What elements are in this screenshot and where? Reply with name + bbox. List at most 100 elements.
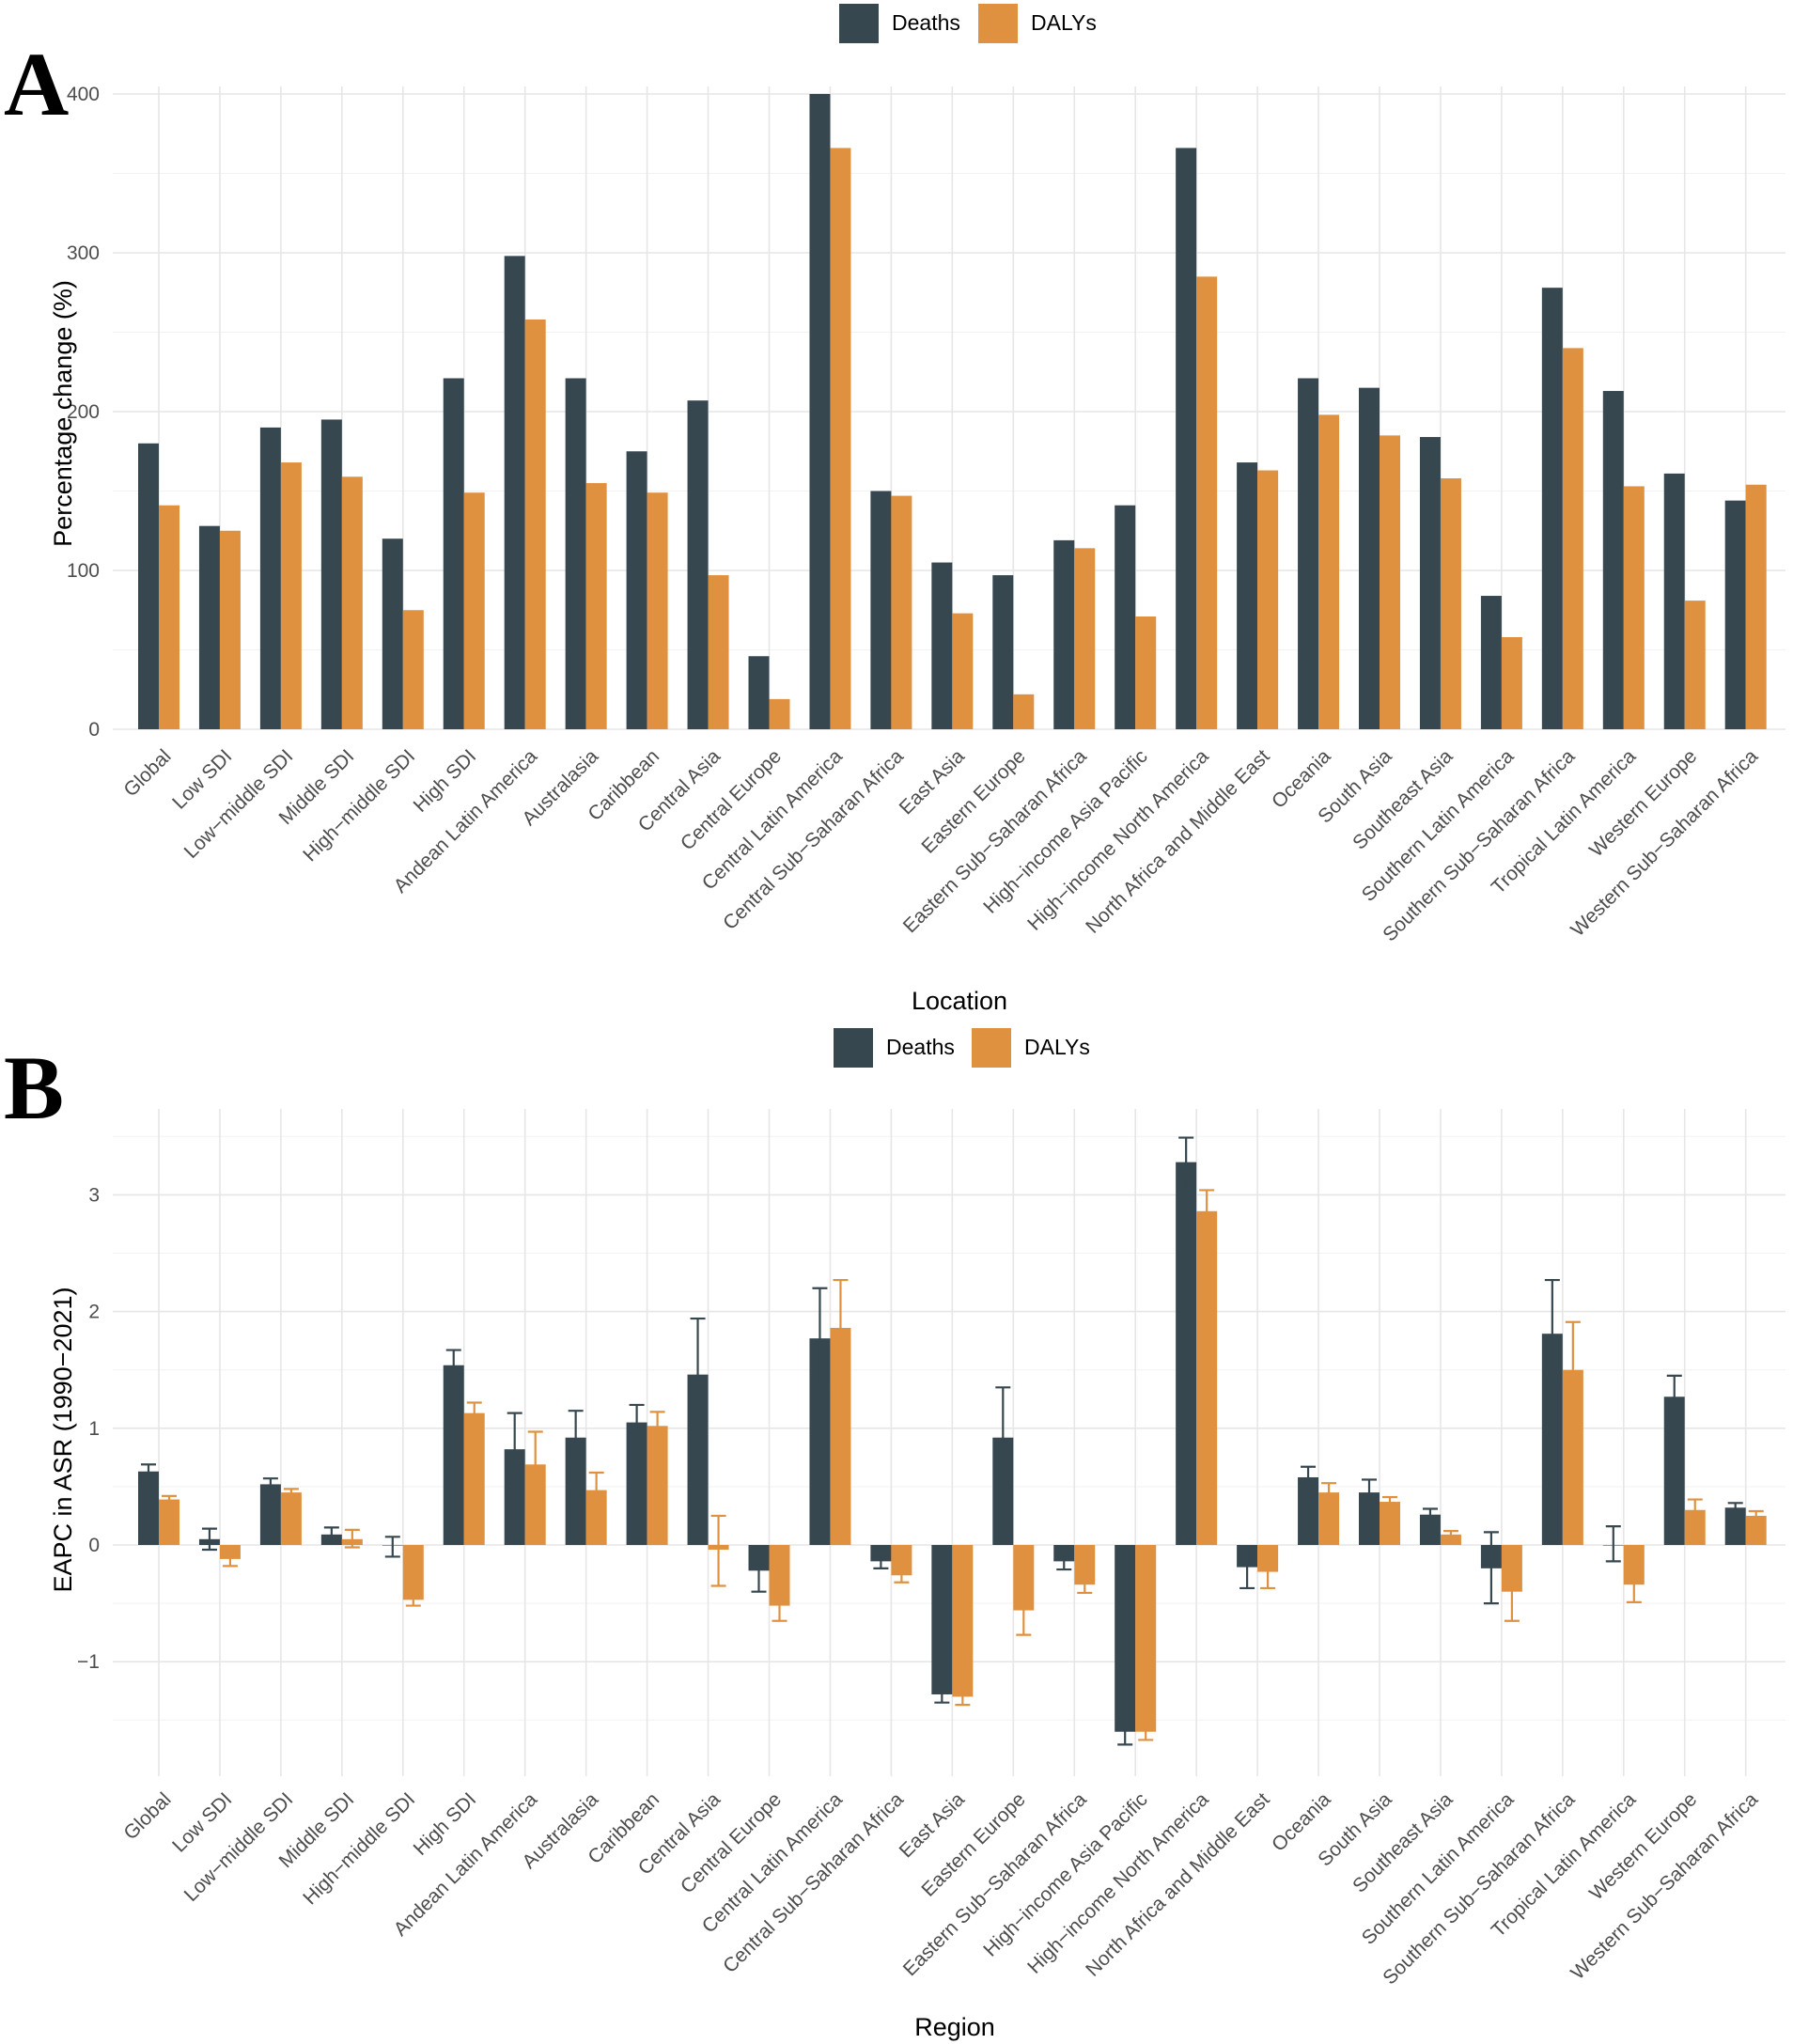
error-bar-deaths-central-sub-saharan-africa bbox=[873, 1553, 889, 1569]
bar-dalys-global bbox=[159, 1499, 179, 1545]
y-tick-label: 400 bbox=[67, 84, 100, 105]
bar-dalys-south-asia bbox=[1380, 435, 1400, 729]
bar-deaths-central-latin-america bbox=[809, 1338, 831, 1545]
x-axis-title-b: Region bbox=[914, 2013, 995, 2041]
legend-a-deaths-label: Deaths bbox=[892, 10, 960, 35]
bars-a bbox=[138, 94, 1767, 729]
bar-deaths-south-asia bbox=[1359, 1492, 1380, 1545]
x-tick-label-high-middle-sdi: High−middle SDI bbox=[299, 1788, 419, 1909]
error-bar-deaths-andean-latin-america bbox=[507, 1412, 522, 1486]
bar-deaths-high-income-asia-pacific bbox=[1115, 1545, 1136, 1732]
error-bar-dalys-high-income-asia-pacific bbox=[1138, 1722, 1154, 1741]
x-tick-label-low-middle-sdi: Low−middle SDI bbox=[180, 745, 298, 863]
bar-deaths-high-middle-sdi bbox=[382, 538, 403, 729]
bar-deaths-high-income-asia-pacific bbox=[1115, 505, 1136, 729]
legend-a: Deaths DALYs bbox=[839, 4, 1097, 43]
error-bar-deaths-central-asia bbox=[690, 1317, 706, 1433]
bar-dalys-caribbean bbox=[647, 1426, 668, 1545]
error-bar-dalys-tropical-latin-america bbox=[1626, 1566, 1642, 1603]
bar-dalys-high-income-asia-pacific bbox=[1135, 1545, 1157, 1732]
bar-deaths-western-europe bbox=[1663, 473, 1685, 729]
error-bar-dalys-central-asia bbox=[710, 1514, 726, 1587]
error-bar-dalys-central-europe bbox=[772, 1588, 787, 1622]
bar-deaths-low-sdi bbox=[198, 525, 220, 729]
bar-dalys-western-europe bbox=[1684, 601, 1706, 729]
legend-b-deaths-label: Deaths bbox=[886, 1035, 955, 1059]
bar-deaths-central-sub-saharan-africa bbox=[870, 491, 892, 729]
bars-b bbox=[138, 1162, 1767, 1732]
error-bar-deaths-eastern-sub-saharan-africa bbox=[1056, 1553, 1072, 1571]
bar-deaths-southern-latin-america bbox=[1480, 596, 1502, 729]
x-tick-label-eastern-europe: Eastern Europe bbox=[917, 745, 1029, 857]
x-tick-label-global: Global bbox=[119, 1788, 175, 1844]
bar-dalys-caribbean bbox=[647, 492, 668, 729]
bar-dalys-north-africa-and-middle-east bbox=[1257, 470, 1279, 729]
legend-a-deaths-swatch bbox=[839, 4, 879, 43]
bar-deaths-eastern-europe bbox=[992, 575, 1014, 729]
bar-deaths-western-sub-saharan-africa bbox=[1724, 1507, 1746, 1545]
error-bar-dalys-east-asia bbox=[955, 1688, 971, 1707]
bar-dalys-tropical-latin-america bbox=[1623, 1545, 1645, 1585]
bar-deaths-oceania bbox=[1298, 378, 1319, 729]
bar-dalys-eastern-europe bbox=[1013, 1545, 1035, 1611]
bar-deaths-low-middle-sdi bbox=[259, 1484, 281, 1545]
bar-dalys-andean-latin-america bbox=[524, 319, 546, 729]
y-ticks-b: −1 0 1 2 3 bbox=[77, 1184, 100, 1673]
error-bar-deaths-global bbox=[141, 1463, 156, 1479]
bar-dalys-central-europe bbox=[769, 698, 790, 729]
bar-deaths-southeast-asia bbox=[1419, 1514, 1441, 1545]
bar-deaths-global bbox=[138, 1471, 159, 1545]
error-bar-dalys-high-sdi bbox=[466, 1401, 482, 1425]
error-bar-deaths-western-sub-saharan-africa bbox=[1727, 1502, 1743, 1514]
bar-dalys-central-asia bbox=[708, 575, 729, 729]
error-bar-deaths-southeast-asia bbox=[1422, 1507, 1438, 1522]
legend-b: Deaths DALYs bbox=[834, 1028, 1090, 1068]
y-tick-label: 100 bbox=[67, 560, 100, 582]
error-bar-dalys-oceania bbox=[1321, 1482, 1337, 1501]
error-bar-deaths-high-income-north-america bbox=[1178, 1136, 1194, 1188]
bar-deaths-eastern-sub-saharan-africa bbox=[1053, 539, 1075, 729]
bar-deaths-central-asia bbox=[687, 1374, 709, 1545]
error-bar-deaths-australasia bbox=[568, 1410, 584, 1466]
error-bar-deaths-low-sdi bbox=[201, 1527, 217, 1552]
bar-dalys-australasia bbox=[585, 483, 607, 729]
bar-deaths-andean-latin-america bbox=[504, 256, 525, 729]
y-tick-label: 0 bbox=[88, 1535, 100, 1556]
bar-dalys-high-middle-sdi bbox=[402, 610, 424, 729]
error-bar-dalys-low-sdi bbox=[222, 1551, 238, 1568]
x-tick-label-western-europe: Western Europe bbox=[1585, 745, 1701, 861]
bar-dalys-low-middle-sdi bbox=[280, 1492, 302, 1545]
bar-dalys-high-income-north-america bbox=[1196, 1210, 1218, 1545]
bar-dalys-central-europe bbox=[769, 1545, 790, 1606]
bar-dalys-low-sdi bbox=[219, 530, 241, 729]
x-tick-label-western-europe: Western Europe bbox=[1585, 1788, 1701, 1904]
error-bar-dalys-andean-latin-america bbox=[527, 1430, 543, 1499]
y-tick-label: 200 bbox=[67, 401, 100, 423]
x-tick-label-high-middle-sdi: High−middle SDI bbox=[299, 745, 419, 866]
bar-dalys-western-sub-saharan-africa bbox=[1745, 1515, 1767, 1545]
bar-dalys-central-latin-america bbox=[830, 148, 851, 729]
bar-deaths-global bbox=[138, 443, 159, 729]
bar-dalys-central-sub-saharan-africa bbox=[891, 495, 912, 729]
x-tick-label-low-middle-sdi: Low−middle SDI bbox=[180, 1788, 298, 1906]
error-bar-dalys-western-sub-saharan-africa bbox=[1748, 1509, 1764, 1522]
error-bar-deaths-western-europe bbox=[1666, 1374, 1682, 1420]
bar-dalys-western-sub-saharan-africa bbox=[1745, 484, 1767, 729]
error-bars-b bbox=[141, 1136, 1764, 1746]
error-bar-deaths-caribbean bbox=[629, 1403, 645, 1441]
bar-dalys-andean-latin-america bbox=[524, 1464, 546, 1545]
y-ticks-a: 0 100 200 300 400 bbox=[67, 84, 100, 741]
bar-dalys-southeast-asia bbox=[1440, 1534, 1461, 1545]
bar-dalys-high-sdi bbox=[463, 492, 485, 729]
error-bar-deaths-middle-sdi bbox=[323, 1526, 339, 1543]
error-bar-dalys-eastern-sub-saharan-africa bbox=[1077, 1575, 1093, 1595]
bar-dalys-east-asia bbox=[952, 613, 974, 729]
bar-dalys-central-latin-america bbox=[830, 1327, 851, 1545]
bar-dalys-australasia bbox=[585, 1490, 607, 1545]
bar-deaths-central-asia bbox=[687, 400, 709, 729]
bar-deaths-high-sdi bbox=[443, 1365, 464, 1545]
bar-dalys-low-middle-sdi bbox=[280, 462, 302, 729]
error-bar-dalys-western-europe bbox=[1687, 1498, 1703, 1521]
